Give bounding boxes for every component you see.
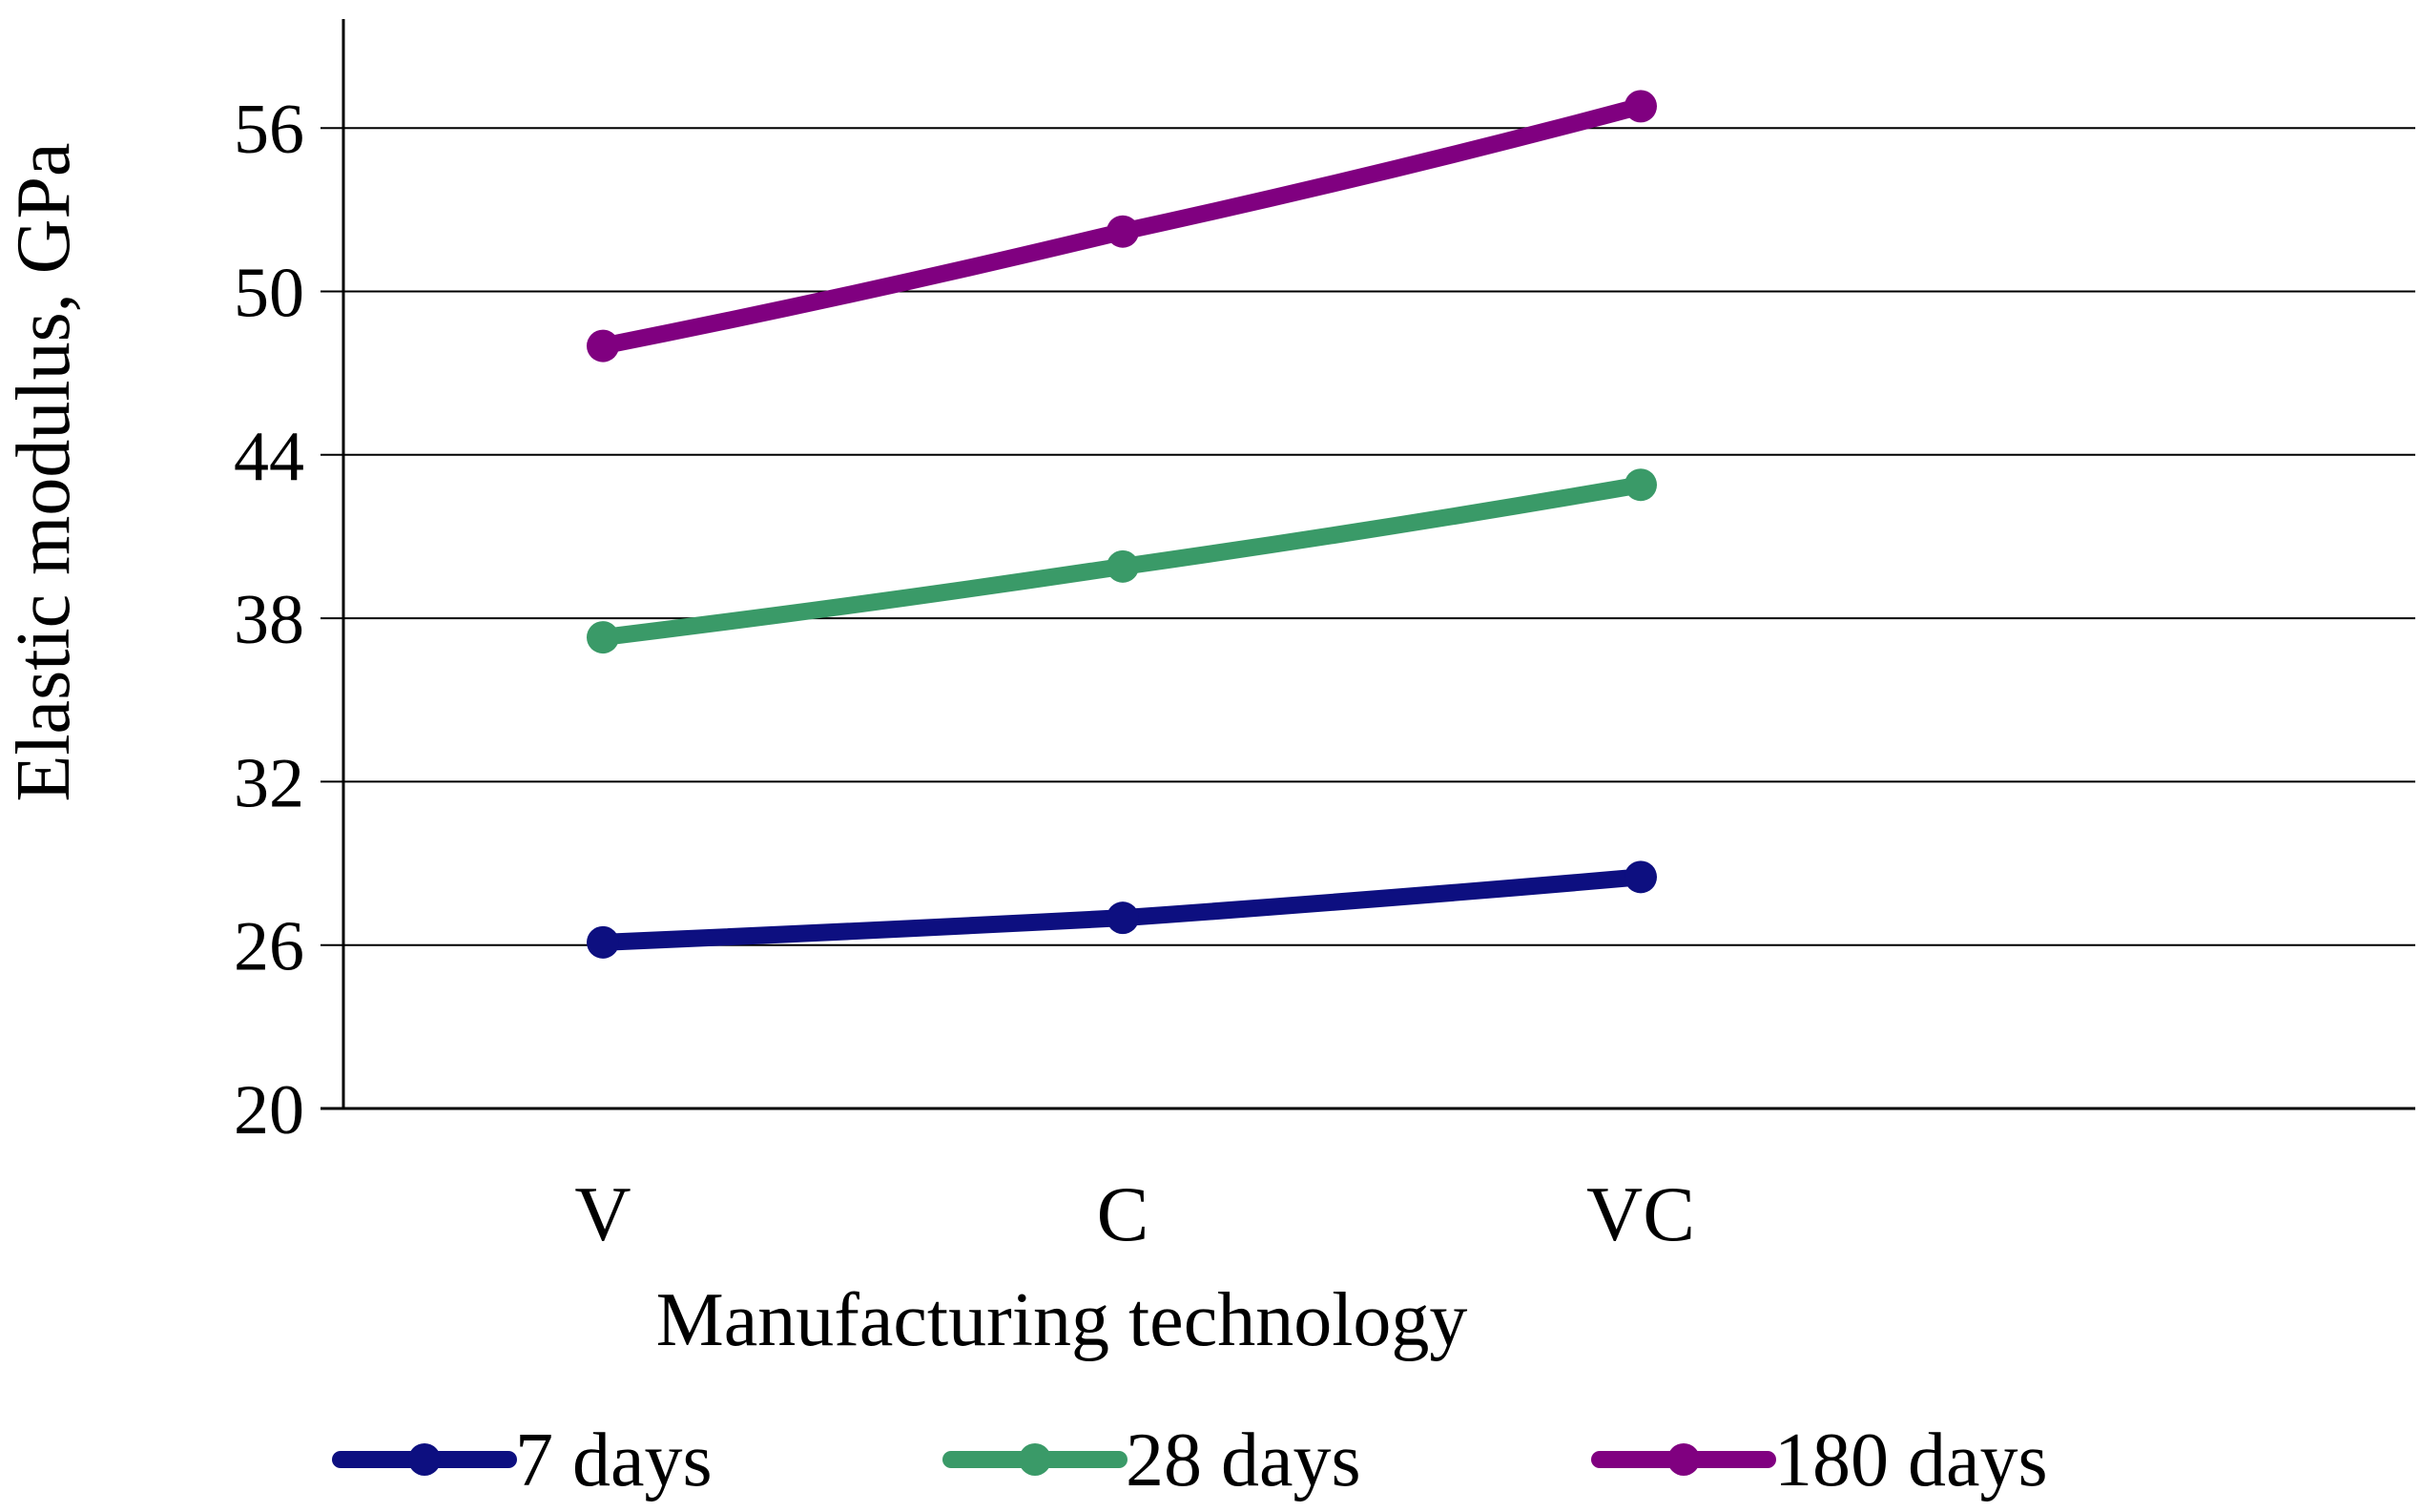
data-point [587,925,619,959]
y-tick-label: 50 [234,255,304,333]
data-point [1624,860,1657,894]
data-point [587,329,619,362]
legend-label: 7 days [515,1419,713,1502]
legend-marker [1667,1443,1700,1476]
x-tick-label: C [1097,1170,1149,1257]
x-tick-label: VC [1586,1170,1695,1257]
y-axis-title: Elastic modulus, GPa [2,142,86,801]
data-point [587,621,619,654]
data-point [1107,901,1139,935]
y-tick-label: 56 [234,91,304,169]
series-lines [587,90,1657,959]
data-point [1107,215,1139,248]
y-tick-label: 20 [234,1071,304,1150]
legend-marker [1019,1443,1051,1476]
y-tick-label: 32 [234,744,304,822]
x-tick-labels: V C VC [574,1170,1695,1257]
legend-label: 180 days [1774,1419,2048,1502]
data-point [1624,468,1657,502]
y-tick-label: 26 [234,908,304,986]
x-axis-title: Manufacturing technology [656,1278,1468,1362]
y-tick-label: 44 [234,418,304,496]
legend-marker [408,1443,441,1476]
x-tick-label: V [574,1170,631,1257]
y-tick-label: 38 [234,581,304,659]
legend: 7 days 28 days 180 days [332,1419,2048,1502]
gridlines [321,127,2415,946]
data-point [1624,90,1657,123]
y-tick-labels: 20 26 32 38 44 50 56 [234,91,304,1150]
data-point [1107,549,1139,583]
axes [321,19,2415,1110]
legend-label: 28 days [1126,1419,1361,1502]
